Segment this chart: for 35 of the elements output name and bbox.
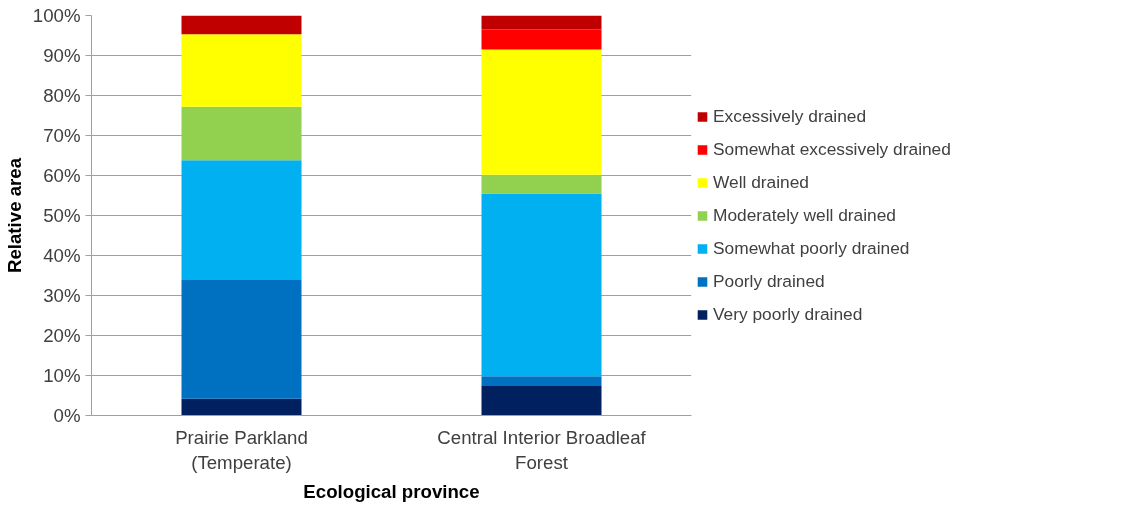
bar bbox=[481, 376, 602, 386]
y-tick-label: 100% bbox=[32, 5, 81, 26]
legend-label: Somewhat poorly drained bbox=[713, 237, 910, 259]
y-tick-label: 60% bbox=[43, 165, 81, 186]
y-axis-title: Relative area bbox=[3, 157, 25, 274]
legend-label: Somewhat excessively drained bbox=[713, 138, 951, 160]
bar bbox=[181, 34, 302, 107]
legend-label: Excessively drained bbox=[713, 105, 867, 127]
y-tick-label: 0% bbox=[53, 405, 81, 426]
bar bbox=[181, 279, 302, 399]
bar bbox=[181, 398, 302, 416]
y-tick-label: 30% bbox=[43, 285, 81, 306]
bar bbox=[181, 160, 302, 280]
x-axis-title: Ecological province bbox=[303, 480, 480, 502]
y-tick-label: 20% bbox=[43, 325, 81, 346]
x-tick-label: Central Interior Broadleaf Forest bbox=[437, 426, 647, 473]
y-tick-label: 70% bbox=[43, 125, 81, 146]
legend-label: Moderately well drained bbox=[713, 204, 897, 226]
y-tick-label: 50% bbox=[43, 205, 81, 226]
x-tick-label: Prairie Parkland (Temperate) bbox=[175, 426, 308, 473]
y-tick-label: 40% bbox=[43, 245, 81, 266]
bar bbox=[481, 174, 602, 194]
bar bbox=[481, 15, 602, 30]
bar bbox=[181, 15, 302, 35]
y-tick-label: 10% bbox=[43, 365, 81, 386]
bar bbox=[481, 49, 602, 175]
bar bbox=[481, 193, 602, 377]
y-tick-label: 80% bbox=[43, 85, 81, 106]
legend-label: Very poorly drained bbox=[713, 303, 863, 325]
bar bbox=[181, 106, 302, 161]
bar bbox=[481, 385, 602, 416]
legend-label: Well drained bbox=[713, 171, 809, 193]
bar bbox=[481, 29, 602, 50]
y-tick-label: 90% bbox=[43, 45, 81, 66]
legend-label: Poorly drained bbox=[713, 270, 825, 292]
